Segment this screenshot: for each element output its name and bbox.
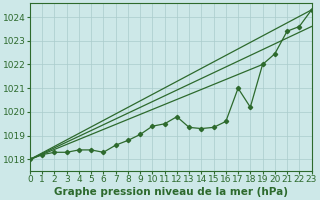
X-axis label: Graphe pression niveau de la mer (hPa): Graphe pression niveau de la mer (hPa) [54,187,288,197]
